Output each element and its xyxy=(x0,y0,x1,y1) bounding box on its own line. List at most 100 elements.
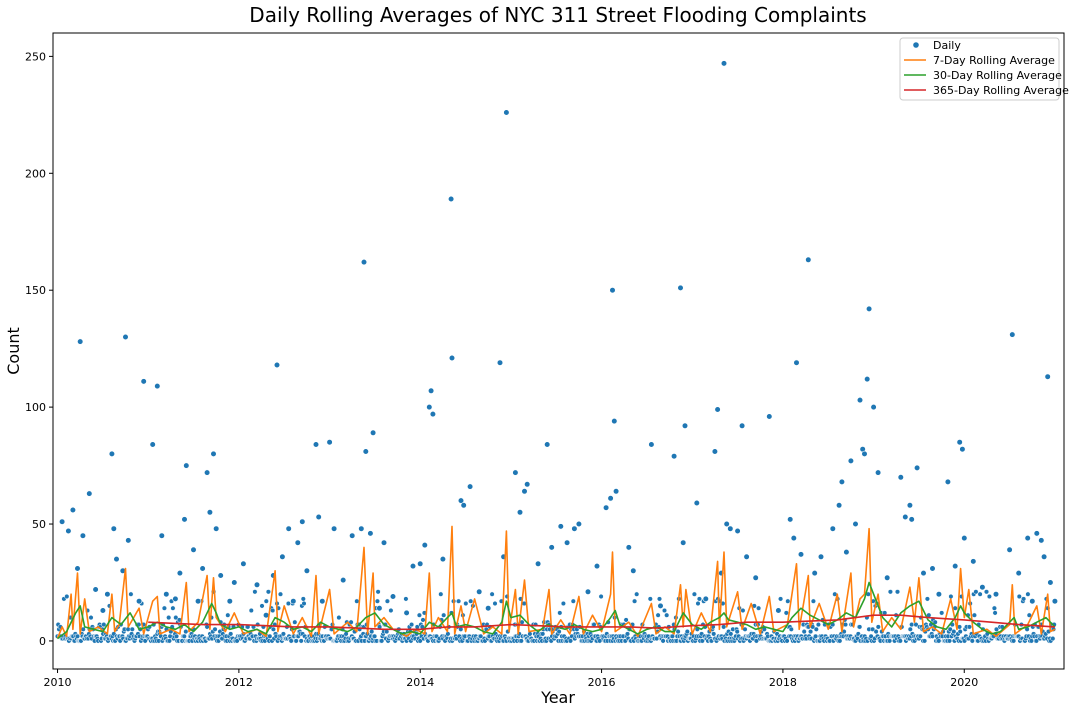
daily-point xyxy=(503,109,510,116)
daily-point-baseline xyxy=(810,598,816,604)
daily-point-baseline xyxy=(181,633,187,639)
daily-point xyxy=(693,499,700,507)
daily-point-baseline xyxy=(734,629,740,635)
daily-point-baseline xyxy=(125,626,131,632)
daily-point-baseline xyxy=(300,596,306,602)
daily-point xyxy=(723,520,730,528)
daily-point xyxy=(65,527,72,535)
daily-point-baseline xyxy=(567,638,574,644)
daily-point xyxy=(902,513,909,521)
daily-point xyxy=(790,534,797,542)
daily-point xyxy=(190,546,197,553)
daily-point xyxy=(874,469,882,476)
daily-point xyxy=(417,560,424,567)
daily-point-baseline xyxy=(597,638,603,644)
daily-point xyxy=(861,450,868,458)
daily-point xyxy=(612,488,620,495)
daily-point-baseline xyxy=(887,638,893,644)
daily-point-baseline xyxy=(285,600,291,607)
daily-point-baseline xyxy=(813,633,819,639)
daily-point xyxy=(959,446,966,453)
series-line-30-day-rolling-average xyxy=(57,581,1056,640)
daily-point-baseline xyxy=(183,629,189,635)
daily-point xyxy=(213,525,220,532)
daily-point xyxy=(864,376,871,383)
daily-point-baseline xyxy=(924,596,930,602)
daily-point-baseline xyxy=(946,638,953,644)
daily-point xyxy=(163,591,170,598)
daily-point-baseline xyxy=(721,624,727,630)
daily-point-baseline xyxy=(991,605,997,611)
y-tick-label-50: 50 xyxy=(32,518,46,531)
daily-point xyxy=(110,525,117,532)
legend: Daily 7-Day Rolling Average 30-Day Rolli… xyxy=(899,37,1069,101)
daily-point xyxy=(544,441,551,448)
daily-point-baseline xyxy=(783,610,789,616)
x-axis: 2010 2012 2014 2016 2018 2020 xyxy=(44,669,978,689)
daily-point-baseline xyxy=(263,598,269,604)
daily-point xyxy=(176,569,183,577)
daily-point xyxy=(204,469,211,476)
daily-point-baseline xyxy=(947,626,953,632)
daily-point xyxy=(906,502,914,509)
daily-point xyxy=(154,383,161,390)
daily-point-baseline xyxy=(375,589,381,595)
daily-point xyxy=(315,513,322,521)
series-daily xyxy=(54,60,1058,644)
daily-point-baseline xyxy=(259,603,265,609)
daily-point xyxy=(496,359,504,366)
daily-point xyxy=(897,474,904,481)
daily-point xyxy=(409,562,417,570)
daily-point xyxy=(439,555,447,563)
daily-point-baseline xyxy=(784,638,790,644)
daily-point xyxy=(362,448,369,455)
daily-point-baseline xyxy=(492,600,498,607)
daily-point xyxy=(125,537,132,544)
daily-point-baseline xyxy=(691,591,697,597)
daily-point-baseline xyxy=(598,593,604,600)
daily-point-baseline xyxy=(388,607,394,614)
daily-point xyxy=(557,523,564,530)
daily-point-baseline xyxy=(417,638,423,644)
daily-point xyxy=(913,464,921,472)
daily-point xyxy=(1024,534,1031,542)
x-tick-label-2012: 2012 xyxy=(225,676,253,689)
daily-point xyxy=(149,441,156,448)
daily-point-baseline xyxy=(675,629,681,635)
daily-point-baseline xyxy=(632,598,638,604)
daily-point-baseline xyxy=(660,638,666,644)
daily-point xyxy=(702,595,709,603)
daily-point xyxy=(58,518,66,525)
daily-point xyxy=(380,539,388,546)
legend-box xyxy=(899,37,1060,101)
daily-point-baseline xyxy=(372,633,378,639)
y-tick-label-150: 150 xyxy=(25,284,46,297)
daily-point xyxy=(609,287,616,294)
daily-point-baseline xyxy=(778,596,784,602)
daily-point-baseline xyxy=(265,589,271,595)
daily-point xyxy=(210,450,217,458)
daily-point xyxy=(358,525,365,532)
daily-point xyxy=(852,520,859,528)
daily-point xyxy=(743,553,750,560)
daily-point xyxy=(630,567,637,574)
plot-area-frame xyxy=(52,32,1065,670)
daily-point xyxy=(476,588,483,595)
daily-point-baseline xyxy=(369,629,375,635)
daily-point xyxy=(797,551,805,558)
daily-point-baseline xyxy=(518,638,524,644)
daily-point xyxy=(944,478,952,486)
daily-point xyxy=(426,404,433,411)
daily-point xyxy=(829,525,836,532)
daily-point-baseline xyxy=(74,633,81,639)
daily-point xyxy=(285,525,292,532)
daily-point-baseline xyxy=(951,629,957,635)
daily-point-baseline xyxy=(409,622,415,628)
daily-point-baseline xyxy=(248,607,254,614)
series-line-7-day-rolling-average xyxy=(56,525,1056,639)
daily-point xyxy=(720,60,728,67)
daily-point xyxy=(421,541,428,549)
daily-point-baseline xyxy=(88,615,94,621)
daily-point-baseline xyxy=(225,612,231,618)
daily-point xyxy=(817,553,825,560)
